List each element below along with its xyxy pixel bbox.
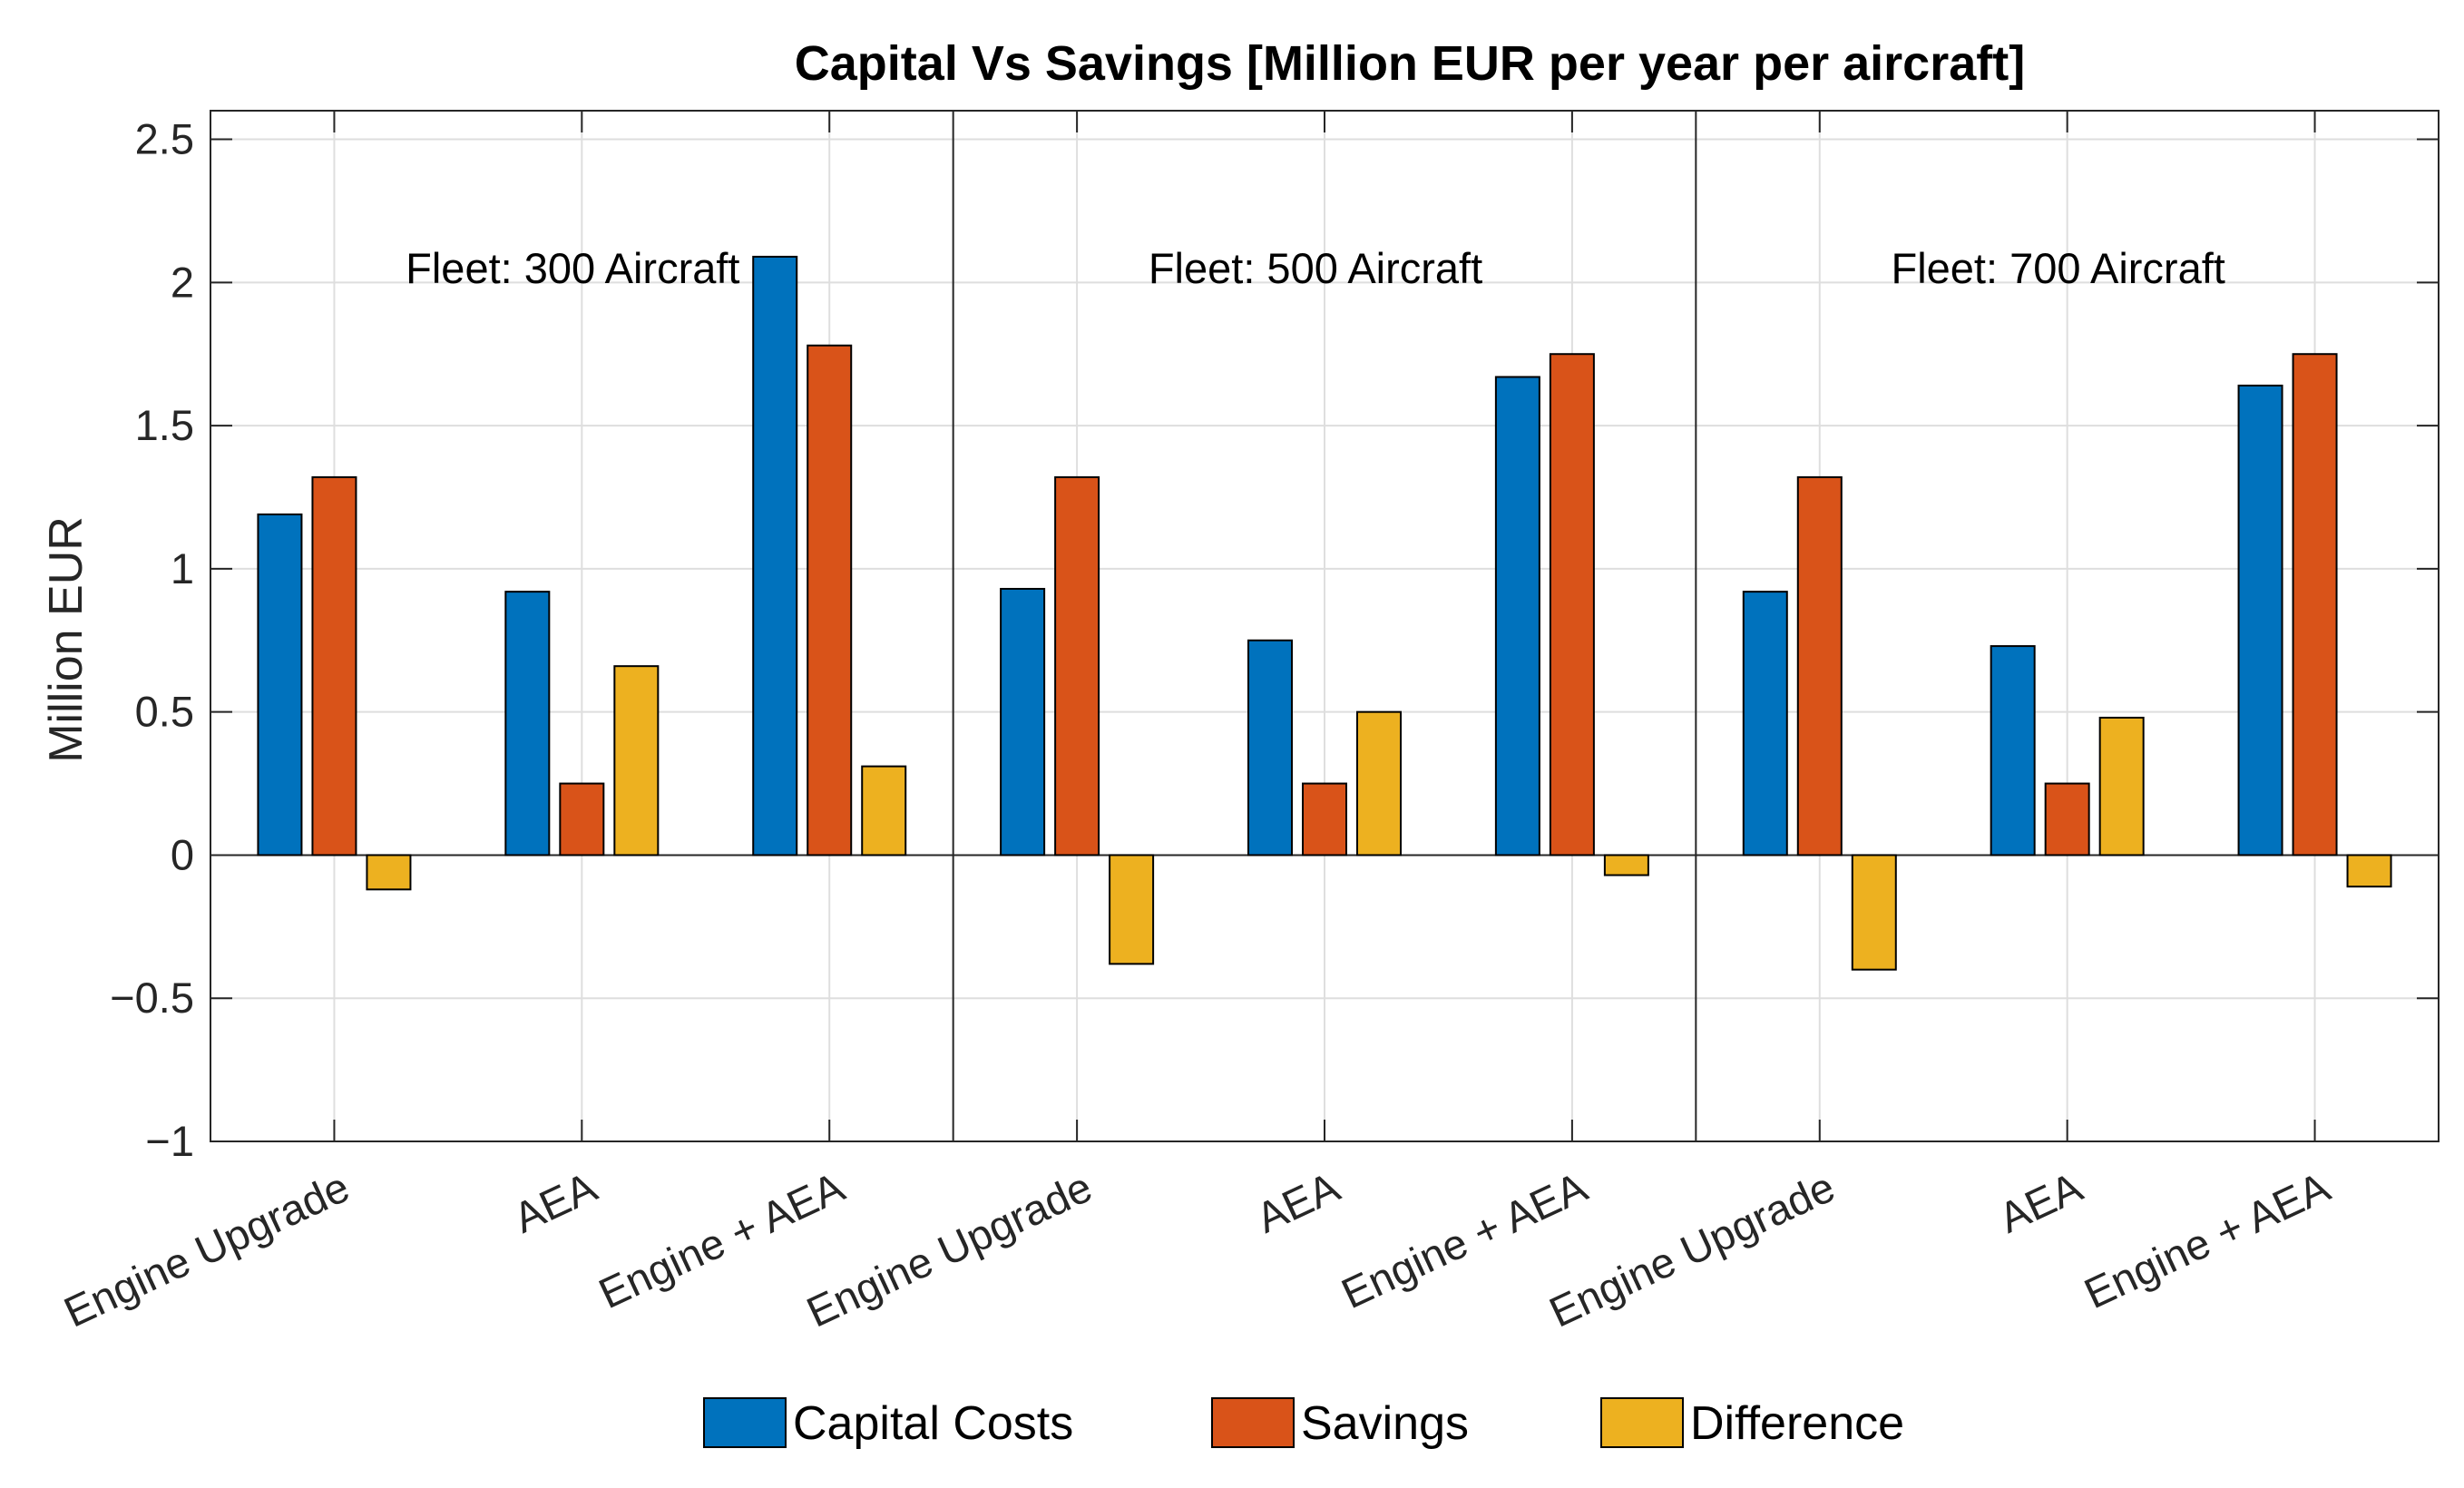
bar-savings [1796,475,1843,857]
y-tick-label: 0 [171,830,194,878]
y-tick-label: 2.5 [135,115,194,163]
bar-savings [1302,782,1347,857]
plot-area: 2.5 2 1.5 1 0.5 0 −0.5 −1 Fleet: 300 Aircraft Fle… [56,110,2440,1336]
y-tick-label: 1 [171,544,194,592]
bar-savings [2044,782,2090,857]
bar-savings [559,782,605,857]
bar-capital-costs [1990,645,2036,857]
x-tick-label: AEA [1249,1162,1347,1242]
legend-swatch-capital-costs [703,1397,787,1448]
bar-capital-costs [1742,591,1788,857]
bar-capital-costs [257,513,303,857]
x-tick-label: Engine Upgrade [56,1162,356,1336]
bar-difference [1109,854,1155,965]
bar-capital-costs [504,591,551,857]
y-tick-label: 1.5 [135,401,194,449]
bar-savings [311,475,357,857]
plot-frame [210,110,2440,1142]
bar-difference [1851,854,1897,971]
bar-capital-costs [2237,384,2283,857]
legend: Capital Costs Savings Difference [703,1397,1904,1450]
group-annotation: Fleet: 700 Aircraft [1891,244,2224,292]
legend-label: Difference [1690,1397,1904,1450]
bar-savings [2292,353,2338,857]
legend-label: Capital Costs [793,1397,1073,1450]
bar-capital-costs [1494,376,1540,857]
legend-label: Savings [1301,1397,1469,1450]
bar-difference [1603,854,1649,876]
legend-swatch-savings [1211,1397,1295,1448]
chart-title: Capital Vs Savings [Million EUR per year… [795,36,2025,91]
legend-swatch-difference [1600,1397,1684,1448]
y-tick-label: 0.5 [135,688,194,736]
y-tick-label: 2 [171,258,194,306]
bar-savings [1054,475,1100,857]
bar-savings [1549,353,1595,857]
bar-savings [807,344,853,857]
bar-difference [2346,854,2392,888]
bar-capital-costs [1000,587,1046,857]
x-tick-label: Engine Upgrade [1542,1162,1842,1336]
bar-difference [1356,710,1402,857]
x-tick-label: AEA [506,1162,604,1242]
y-tick-label: −1 [145,1117,194,1165]
group-annotation: Fleet: 500 Aircraft [1149,244,1482,292]
bar-difference [366,854,412,891]
x-tick-label: AEA [1991,1162,2089,1242]
bar-difference [613,665,660,857]
x-tick-label: Engine + AEA [2077,1162,2337,1317]
bar-difference [861,765,907,857]
group-annotation: Fleet: 300 Aircraft [406,244,739,292]
bar-difference [2098,716,2145,857]
bar-capital-costs [752,255,798,857]
y-tick-label: −0.5 [110,974,194,1022]
bar-capital-costs [1247,639,1293,857]
y-axis-label: Million EUR [40,516,93,763]
x-tick-label: Engine Upgrade [799,1162,1099,1336]
